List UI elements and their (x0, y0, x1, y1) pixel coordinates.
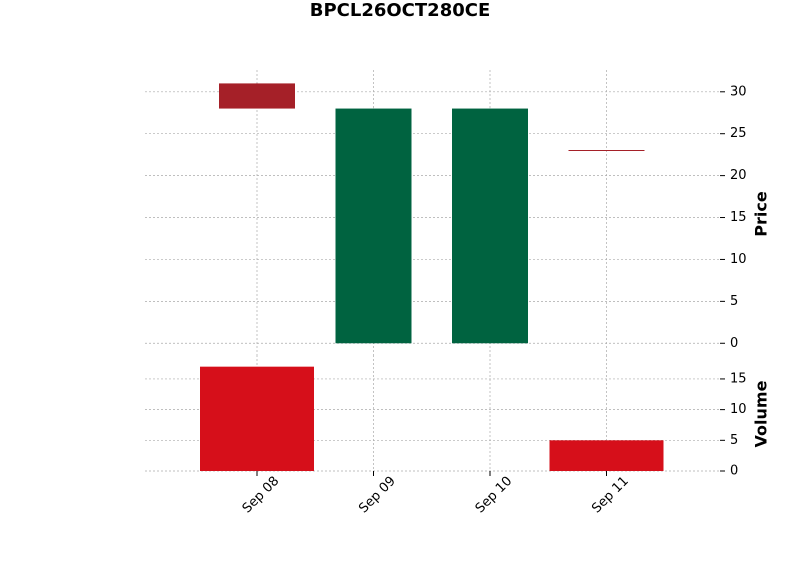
volume-bar (549, 440, 664, 471)
x-tick-label: Sep 10 (473, 474, 516, 517)
volume-tick-label: 10 (730, 402, 747, 417)
x-tick-label: Sep 09 (356, 474, 399, 517)
y-tick-label: 15 (730, 210, 747, 225)
candle-body (219, 83, 295, 109)
y-tick-label: 10 (730, 252, 747, 267)
candle-body (335, 108, 412, 344)
volume-axis-label: Volume (752, 380, 771, 447)
volume-tick-label: 15 (730, 371, 747, 386)
y-tick-label: 30 (730, 84, 747, 99)
y-tick-label: 20 (730, 168, 747, 183)
volume-tick-label: 5 (730, 433, 738, 448)
x-tick-label: Sep 08 (240, 474, 283, 517)
x-tick-label: Sep 11 (589, 474, 632, 517)
volume-bar (200, 366, 314, 471)
chart-title: BPCL26OCT280CE (310, 0, 491, 21)
volume-tick-label: 0 (730, 464, 738, 479)
y-tick-label: 25 (730, 126, 747, 141)
y-tick-label: 5 (730, 294, 738, 309)
candle-body (452, 108, 528, 344)
y-axis-label: Price (752, 191, 771, 237)
y-tick-label: 0 (730, 336, 738, 351)
